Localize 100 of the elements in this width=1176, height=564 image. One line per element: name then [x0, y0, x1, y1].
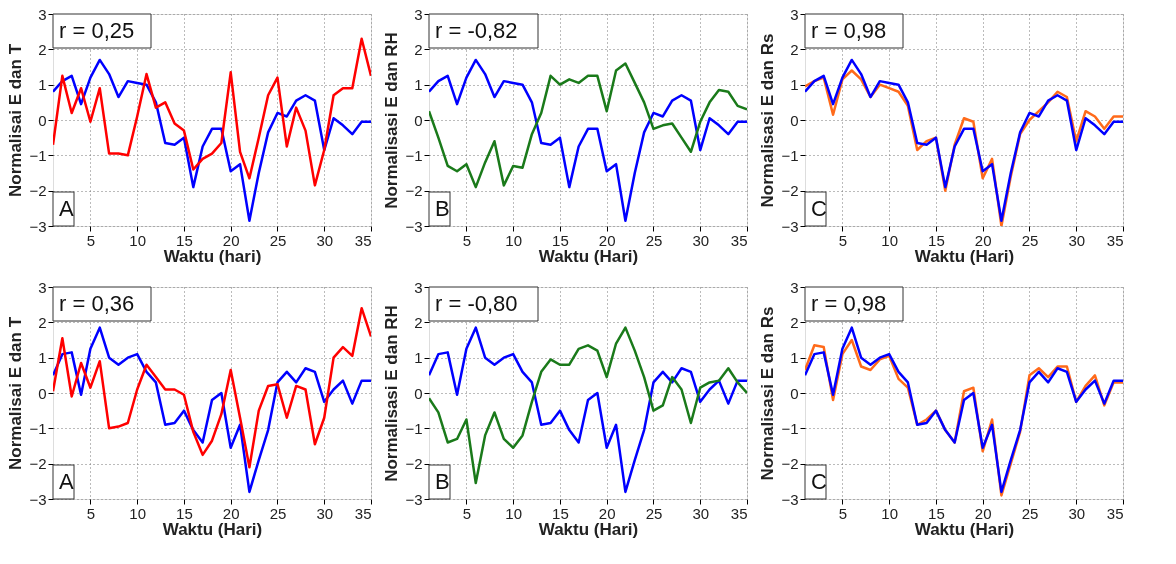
x-tick-label: 10 — [129, 231, 147, 249]
x-tick-label: 5 — [838, 504, 848, 522]
x-tick-label: 20 — [974, 504, 992, 522]
x-tick-label: 15 — [552, 504, 569, 522]
y-tick-label: −3 — [405, 217, 423, 235]
x-tick-label: 20 — [222, 504, 240, 522]
x-tick-label: 5 — [462, 504, 472, 522]
x-axis-title: Waktu (Hari) — [162, 519, 263, 539]
y-tick-label: −1 — [405, 419, 423, 437]
annotation: C — [811, 469, 827, 494]
y-tick-label: −3 — [29, 490, 47, 508]
x-tick-label: 10 — [881, 504, 899, 522]
annotation: r = 0,36 — [59, 291, 135, 316]
y-tick-label: 2 — [414, 40, 423, 58]
x-tick-label: 30 — [1068, 231, 1086, 249]
x-tick-label: 25 — [645, 231, 663, 249]
x-axis-title: Waktu (Hari) — [538, 519, 639, 539]
x-tick-label: 35 — [730, 504, 748, 522]
x-tick-label: 30 — [316, 504, 334, 522]
x-tick-label: 20 — [974, 231, 992, 249]
x-tick-label: 35 — [354, 231, 372, 249]
annotation: B — [435, 196, 450, 221]
annotation: r = -0,82 — [435, 18, 518, 43]
y-tick-label: 2 — [790, 40, 799, 58]
x-tick-label: 5 — [86, 231, 96, 249]
x-tick-label: 10 — [505, 504, 523, 522]
x-tick-label: 5 — [838, 231, 848, 249]
y-axis-title: Normalisasi E dan Rs — [758, 306, 778, 481]
y-tick-label: −1 — [781, 146, 799, 164]
y-tick-label: −2 — [781, 182, 799, 200]
y-axis-title: Normalisai E dan T — [6, 316, 26, 471]
x-tick-label: 30 — [692, 231, 710, 249]
y-tick-label: 0 — [414, 111, 423, 129]
y-tick-label: 3 — [414, 5, 423, 23]
y-tick-label: 1 — [414, 76, 423, 94]
x-tick-label: 15 — [928, 231, 945, 249]
x-tick-label: 20 — [598, 504, 616, 522]
y-axis-title: Normalisai E dan T — [6, 43, 26, 198]
x-tick-label: 10 — [129, 504, 147, 522]
x-tick-label: 15 — [176, 504, 193, 522]
x-tick-label: 30 — [1068, 504, 1086, 522]
x-tick-label: 10 — [505, 231, 523, 249]
y-tick-label: 3 — [414, 278, 423, 296]
y-tick-label: −2 — [29, 455, 47, 473]
y-axis-title: Normalisasi E dan RH — [382, 32, 402, 209]
y-tick-label: −3 — [29, 217, 47, 235]
y-tick-label: 3 — [38, 5, 47, 23]
x-tick-label: 30 — [316, 231, 334, 249]
y-tick-label: −2 — [405, 182, 423, 200]
y-tick-label: −2 — [29, 182, 47, 200]
x-tick-label: 5 — [86, 504, 96, 522]
x-axis-title: Waktu (Hari) — [914, 519, 1015, 539]
y-tick-label: 2 — [38, 313, 47, 331]
y-tick-label: −3 — [405, 490, 423, 508]
y-tick-label: −2 — [781, 455, 799, 473]
annotation: A — [59, 469, 74, 494]
y-tick-label: −1 — [405, 146, 423, 164]
y-tick-label: 0 — [790, 111, 799, 129]
x-tick-label: 35 — [730, 231, 748, 249]
y-tick-label: 2 — [414, 313, 423, 331]
annotation: r = 0,25 — [59, 18, 135, 43]
y-tick-label: −1 — [781, 419, 799, 437]
y-tick-label: 3 — [790, 5, 799, 23]
x-tick-label: 35 — [354, 504, 372, 522]
annotation: r = 0,98 — [811, 291, 887, 316]
x-tick-label: 20 — [222, 231, 240, 249]
annotation: B — [435, 469, 450, 494]
y-tick-label: 2 — [790, 313, 799, 331]
x-tick-label: 15 — [552, 231, 569, 249]
x-tick-label: 25 — [645, 504, 663, 522]
y-tick-label: 1 — [38, 349, 47, 367]
y-tick-label: 1 — [790, 76, 799, 94]
y-tick-label: 3 — [790, 278, 799, 296]
y-tick-label: 1 — [38, 76, 47, 94]
y-axis-title: Normalisasi E dan RH — [382, 305, 402, 482]
x-tick-label: 10 — [881, 231, 899, 249]
y-tick-label: 0 — [38, 111, 47, 129]
y-tick-label: −2 — [405, 455, 423, 473]
x-tick-label: 30 — [692, 504, 710, 522]
x-tick-label: 25 — [1021, 231, 1039, 249]
x-tick-label: 20 — [598, 231, 616, 249]
y-tick-label: 2 — [38, 40, 47, 58]
x-tick-label: 35 — [1106, 231, 1124, 249]
annotation: r = -0,80 — [435, 291, 518, 316]
annotation: C — [811, 196, 827, 221]
y-tick-label: −3 — [781, 217, 799, 235]
y-tick-label: 3 — [38, 278, 47, 296]
x-tick-label: 5 — [462, 231, 472, 249]
y-tick-label: −3 — [781, 490, 799, 508]
x-tick-label: 25 — [1021, 504, 1039, 522]
x-tick-label: 15 — [928, 504, 945, 522]
x-tick-label: 25 — [269, 231, 287, 249]
x-tick-label: 25 — [269, 504, 287, 522]
x-axis-title: Waktu (Hari) — [538, 246, 639, 266]
y-tick-label: 0 — [414, 384, 423, 402]
y-tick-label: 1 — [790, 349, 799, 367]
y-tick-label: −1 — [29, 146, 47, 164]
y-tick-label: 1 — [414, 349, 423, 367]
annotation: A — [59, 196, 74, 221]
annotation: r = 0,98 — [811, 18, 887, 43]
